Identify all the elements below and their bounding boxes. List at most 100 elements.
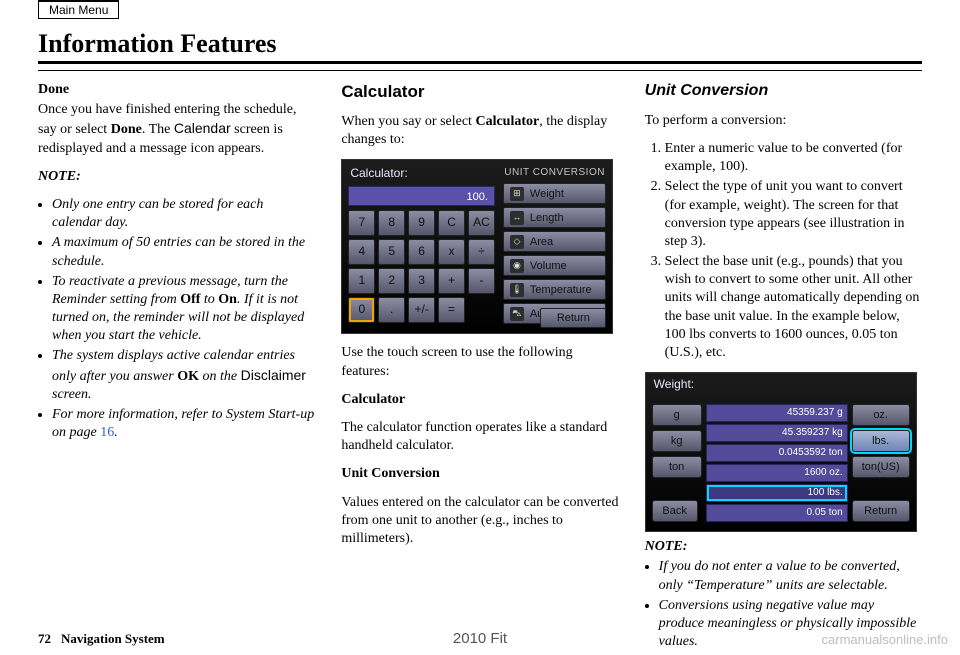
calc-key-0[interactable]: 0 bbox=[348, 297, 375, 323]
calc-key-+[interactable]: + bbox=[438, 268, 465, 294]
model-label: 2010 Fit bbox=[453, 630, 507, 647]
page-number: 72 bbox=[38, 631, 51, 647]
note-item: The system displays active calendar entr… bbox=[52, 347, 315, 404]
main-menu-button[interactable]: Main Menu bbox=[38, 0, 119, 19]
note-item: If you do not enter a value to be conver… bbox=[659, 558, 922, 594]
page-title: Information Features bbox=[38, 29, 922, 59]
calc-title: Calculator: bbox=[348, 164, 495, 186]
calculator-intro: When you say or select Calculator, the d… bbox=[341, 113, 618, 149]
conv-row-temperature[interactable]: 🌡 Temperature bbox=[503, 279, 606, 300]
calc-key-5[interactable]: 5 bbox=[378, 239, 405, 265]
calc-key-x[interactable]: x bbox=[438, 239, 465, 265]
calc-key-.[interactable]: . bbox=[378, 297, 405, 323]
conv-label: Weight bbox=[530, 187, 564, 201]
value-displays: 45359.237 g 45.359237 kg 0.0453592 ton 1600… bbox=[706, 404, 848, 527]
calc-key-3[interactable]: 3 bbox=[408, 268, 435, 294]
note-item: For more information, refer to System St… bbox=[52, 406, 315, 442]
content-columns: Done Once you have finished entering the… bbox=[38, 81, 922, 653]
calc-key-7[interactable]: 7 bbox=[348, 210, 375, 236]
calc-key--[interactable]: - bbox=[468, 268, 495, 294]
calc-key-6[interactable]: 6 bbox=[408, 239, 435, 265]
conv-title: UNIT CONVERSION bbox=[503, 164, 606, 183]
unit-button-oz[interactable]: oz. bbox=[852, 404, 910, 426]
note-item: Only one entry can be stored for each ca… bbox=[52, 196, 315, 232]
column-2: Calculator When you say or select Calcul… bbox=[341, 81, 618, 653]
rule-thick bbox=[38, 61, 922, 64]
calc-key-+/-[interactable]: +/- bbox=[408, 297, 435, 323]
back-button[interactable]: Back bbox=[652, 500, 698, 522]
system-name: Navigation System bbox=[61, 631, 165, 647]
done-body: Once you have finished entering the sche… bbox=[38, 101, 315, 158]
conv-icon: ⊞ bbox=[510, 187, 524, 201]
conv-row-length[interactable]: ↔ Length bbox=[503, 207, 606, 228]
step-item: Select the type of unit you want to conv… bbox=[665, 178, 922, 251]
calculator-heading: Calculator bbox=[341, 81, 618, 103]
calc-key-=[interactable]: = bbox=[438, 297, 465, 323]
back-label: Back bbox=[662, 504, 686, 518]
conv-icon: ◉ bbox=[510, 259, 524, 273]
conv-label: Area bbox=[530, 235, 553, 249]
unit-subheading: Unit Conversion bbox=[341, 465, 618, 483]
notes-list-1: Only one entry can be stored for each ca… bbox=[38, 196, 315, 442]
watermark: carmanualsonline.info bbox=[822, 632, 948, 647]
unit-button-tonUS[interactable]: ton(US) bbox=[852, 456, 910, 478]
conv-label: Temperature bbox=[530, 283, 592, 297]
unit-button-kg[interactable]: kg bbox=[652, 430, 702, 452]
calc-key-2[interactable]: 2 bbox=[378, 268, 405, 294]
calc-sub-body: The calculator function operates like a … bbox=[341, 419, 618, 455]
value-display: 0.0453592 ton bbox=[706, 444, 848, 462]
conv-icon: ⛍ bbox=[510, 307, 524, 321]
return-label: Return bbox=[557, 311, 590, 325]
note-item: A maximum of 50 entries can be stored in… bbox=[52, 234, 315, 270]
return-button[interactable]: Return bbox=[540, 308, 606, 328]
step-item: Select the base unit (e.g., pounds) that… bbox=[665, 253, 922, 362]
calc-left: Calculator: 100. 789CAC 456x÷ 123+- 0.+/-= bbox=[342, 160, 499, 333]
value-display: 1600 oz. bbox=[706, 464, 848, 482]
conv-row-area[interactable]: ◇ Area bbox=[503, 231, 606, 252]
return-button-2[interactable]: Return bbox=[852, 500, 910, 522]
steps-list: Enter a numeric value to be converted (f… bbox=[645, 140, 922, 362]
calc-subheading: Calculator bbox=[341, 391, 618, 409]
main-menu-label: Main Menu bbox=[49, 3, 108, 17]
calc-after: Use the touch screen to use the followin… bbox=[341, 344, 618, 380]
conv-icon: 🌡 bbox=[510, 283, 524, 297]
value-display: 45359.237 g bbox=[706, 404, 848, 422]
conv-icon: ↔ bbox=[510, 211, 524, 225]
calc-key-C[interactable]: C bbox=[438, 210, 465, 236]
column-1: Done Once you have finished entering the… bbox=[38, 81, 315, 653]
value-display: 100 lbs. bbox=[706, 484, 848, 502]
conv-label: Length bbox=[530, 211, 564, 225]
unit-button-lbs[interactable]: lbs. bbox=[852, 430, 910, 452]
calc-key-4[interactable]: 4 bbox=[348, 239, 375, 265]
unit-button-ton[interactable]: ton bbox=[652, 456, 702, 478]
conv-label: Volume bbox=[530, 259, 567, 273]
conv-rows: ⊞ Weight ↔ Length ◇ Area ◉ Volume 🌡 Temperature ⛍ A… bbox=[503, 183, 606, 324]
unit-sub-body: Values entered on the calculator can be … bbox=[341, 494, 618, 549]
note-label-2: NOTE: bbox=[645, 538, 922, 556]
rule-thin bbox=[38, 70, 922, 71]
note-item: To reactivate a previous message, turn t… bbox=[52, 273, 315, 346]
unit-conversion-heading: Unit Conversion bbox=[645, 81, 922, 102]
calc-keypad: 789CAC 456x÷ 123+- 0.+/-= bbox=[348, 210, 495, 323]
value-display: 0.05 ton bbox=[706, 504, 848, 522]
return-label-2: Return bbox=[864, 504, 897, 518]
calc-key-9[interactable]: 9 bbox=[408, 210, 435, 236]
calc-key-1[interactable]: 1 bbox=[348, 268, 375, 294]
weight-title: Weight: bbox=[652, 377, 910, 400]
value-display: 45.359237 kg bbox=[706, 424, 848, 442]
calc-key-÷[interactable]: ÷ bbox=[468, 239, 495, 265]
calculator-screenshot: Calculator: 100. 789CAC456x÷123+-0.+/-= … bbox=[341, 159, 613, 334]
conv-row-volume[interactable]: ◉ Volume bbox=[503, 255, 606, 276]
conv-icon: ◇ bbox=[510, 235, 524, 249]
weight-screenshot: Weight: g kg ton 45359.237 g 45.359237 kg 0.… bbox=[645, 372, 917, 532]
done-heading: Done bbox=[38, 81, 315, 99]
calc-display: 100. bbox=[348, 186, 495, 206]
conversion-intro: To perform a conversion: bbox=[645, 112, 922, 130]
step-item: Enter a numeric value to be converted (f… bbox=[665, 140, 922, 176]
note-label-1: NOTE: bbox=[38, 168, 315, 186]
conv-row-weight[interactable]: ⊞ Weight bbox=[503, 183, 606, 204]
unit-button-g[interactable]: g bbox=[652, 404, 702, 426]
column-3: Unit Conversion To perform a conversion:… bbox=[645, 81, 922, 653]
calc-key-AC[interactable]: AC bbox=[468, 210, 495, 236]
calc-key-8[interactable]: 8 bbox=[378, 210, 405, 236]
